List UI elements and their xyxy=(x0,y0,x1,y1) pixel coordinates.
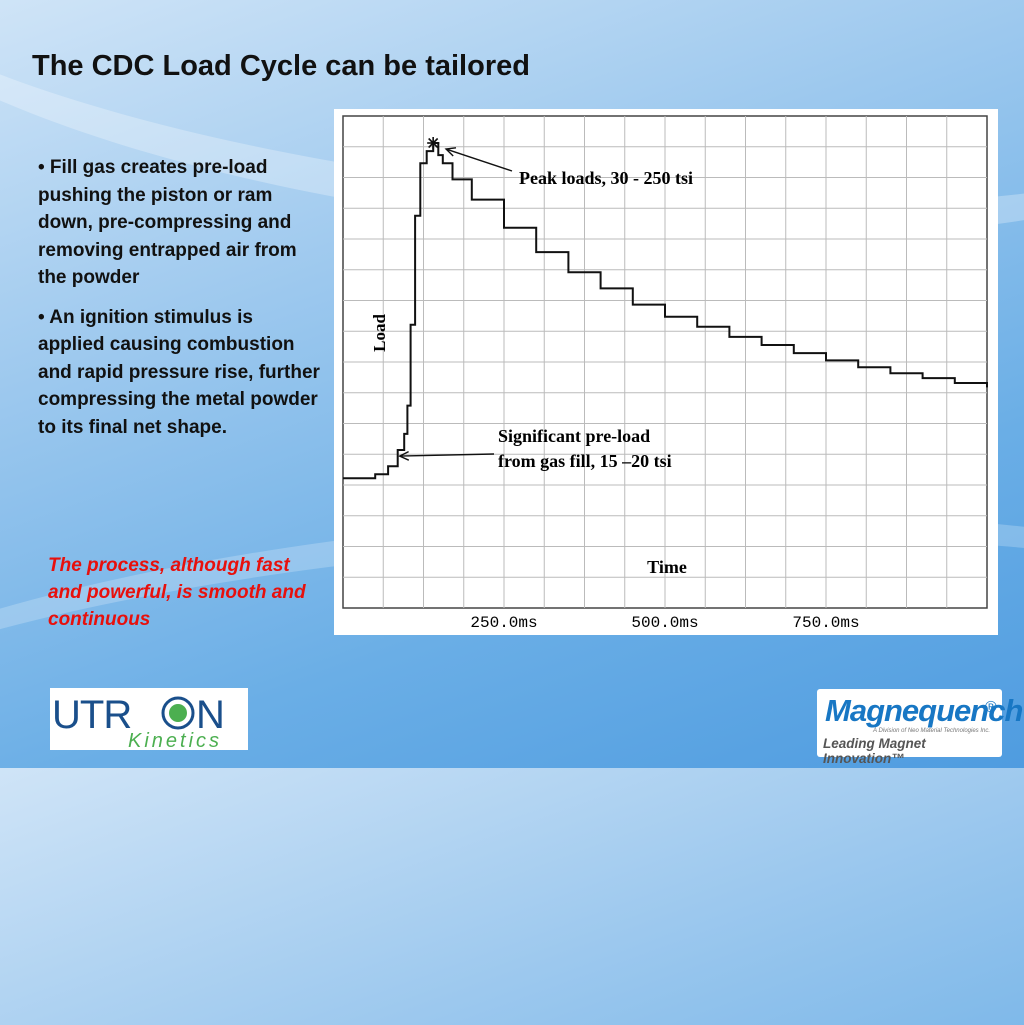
arrowhead-pre-load xyxy=(398,450,410,461)
grid xyxy=(343,116,987,608)
chart-svg: 250.0ms 500.0ms 750.0ms Load Time Peak loa… xyxy=(342,115,988,632)
x-tick-label: 500.0ms xyxy=(631,614,698,632)
utron-word: UTR xyxy=(52,693,131,737)
utron-o-core xyxy=(169,704,187,722)
utron-word-end: N xyxy=(196,693,225,737)
peak-marker-stroke xyxy=(428,137,439,149)
peak-marker xyxy=(427,137,440,149)
load-series-line xyxy=(343,142,988,480)
annotation-pre-load-line1: Significant pre-load xyxy=(498,426,650,446)
x-tick-labels: 250.0ms 500.0ms 750.0ms xyxy=(470,614,859,632)
annotation-pre-load-line2: from gas fill, 15 –20 tsi xyxy=(498,451,672,471)
magnequench-division: A Division of Neo Material Technologies … xyxy=(873,728,990,734)
arrow-pre-load xyxy=(399,453,495,457)
annotation-peak-loads: Peak loads, 30 - 250 tsi xyxy=(519,168,693,188)
bullet-ignition: • An ignition stimulus is applied causin… xyxy=(38,306,320,438)
bullet-fill-gas: • Fill gas creates pre-load pushing the … xyxy=(38,157,297,288)
magnequench-tagline: Leading Magnet Innovation™ xyxy=(823,736,926,766)
x-tick-label: 750.0ms xyxy=(792,614,859,632)
slide-title: The CDC Load Cycle can be tailored xyxy=(32,50,530,82)
arrowhead-peak-loads xyxy=(444,147,457,157)
utron-kinetics-sub: Kinetics xyxy=(128,730,222,750)
magnequench-word: Magnequench xyxy=(825,693,1023,728)
x-axis-label: Time xyxy=(647,557,687,577)
x-tick-label: 250.0ms xyxy=(470,614,537,632)
utron-kinetics-logo: UTR N Kinetics xyxy=(50,688,248,752)
utron-o-ring xyxy=(161,696,195,730)
load-cycle-chart: 250.0ms 500.0ms 750.0ms Load Time Peak loa… xyxy=(334,109,998,635)
y-axis-label: Load xyxy=(370,314,389,352)
arrow-peak-loads xyxy=(445,148,513,172)
bullet-list: • Fill gas creates pre-load pushing the … xyxy=(38,154,323,453)
process-note: The process, although fast and powerful,… xyxy=(48,555,306,630)
annotations: Peak loads, 30 - 250 tsi Significant pre… xyxy=(398,147,693,471)
utron-logo-svg: UTR N Kinetics xyxy=(52,693,225,752)
magnequench-logo: Magnequench ® A Division of Neo Material… xyxy=(817,689,1023,766)
magnequench-mark: ® xyxy=(985,699,997,716)
